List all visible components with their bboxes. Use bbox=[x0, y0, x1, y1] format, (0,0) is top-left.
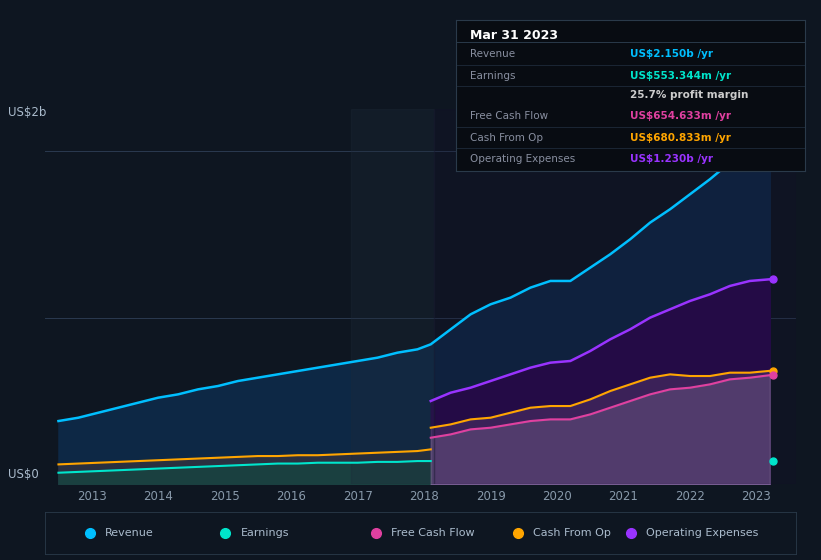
Text: Revenue: Revenue bbox=[105, 529, 154, 538]
Text: Cash From Op: Cash From Op bbox=[534, 529, 612, 538]
Text: US$1.230b /yr: US$1.230b /yr bbox=[631, 153, 713, 164]
Text: US$0: US$0 bbox=[8, 468, 39, 481]
Text: US$553.344m /yr: US$553.344m /yr bbox=[631, 71, 732, 81]
Text: Mar 31 2023: Mar 31 2023 bbox=[470, 29, 557, 41]
Text: Revenue: Revenue bbox=[470, 49, 515, 59]
Text: 25.7% profit margin: 25.7% profit margin bbox=[631, 90, 749, 100]
Text: Operating Expenses: Operating Expenses bbox=[470, 153, 575, 164]
Text: Cash From Op: Cash From Op bbox=[470, 133, 543, 143]
Text: Free Cash Flow: Free Cash Flow bbox=[391, 529, 475, 538]
Text: US$2b: US$2b bbox=[8, 105, 47, 119]
Text: Earnings: Earnings bbox=[470, 71, 515, 81]
Text: US$2.150b /yr: US$2.150b /yr bbox=[631, 49, 713, 59]
Text: Free Cash Flow: Free Cash Flow bbox=[470, 111, 548, 122]
Text: US$680.833m /yr: US$680.833m /yr bbox=[631, 133, 731, 143]
Text: Earnings: Earnings bbox=[241, 529, 289, 538]
Bar bbox=[351, 109, 434, 484]
Bar bbox=[434, 109, 796, 484]
Text: Operating Expenses: Operating Expenses bbox=[646, 529, 759, 538]
Text: US$654.633m /yr: US$654.633m /yr bbox=[631, 111, 732, 122]
